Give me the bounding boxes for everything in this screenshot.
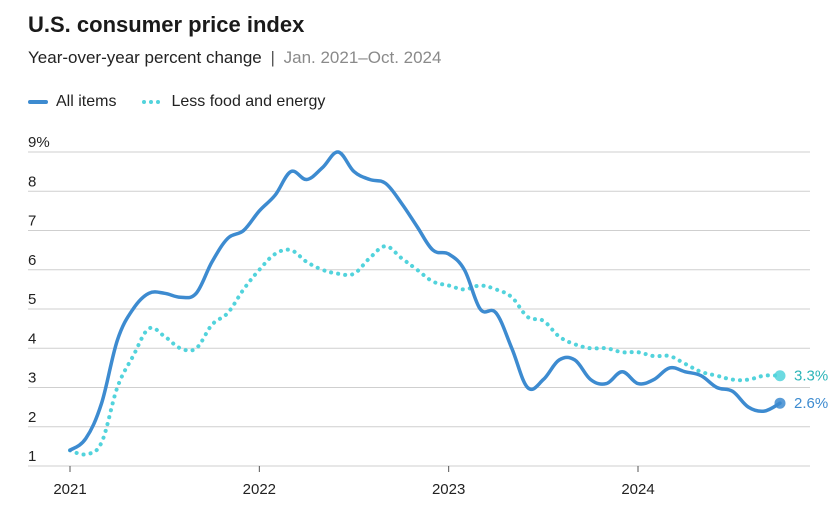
legend-label-less-food-and-energy: Less food and energy [171, 93, 326, 110]
end-label-less-food-and-energy: 3.3% [794, 368, 828, 385]
y-tick-label: 6 [28, 252, 36, 269]
x-tick-label: 2024 [621, 481, 654, 498]
x-tick-label: 2021 [53, 481, 86, 498]
chart-subtitle: Year-over-year percent change | Jan. 202… [28, 48, 441, 68]
legend-item-all-items: All items [28, 93, 116, 111]
y-tick-label: 4 [28, 330, 36, 347]
legend-label-all-items: All items [56, 93, 117, 110]
series-line-all-items [68, 150, 782, 453]
x-tick-label: 2022 [243, 481, 276, 498]
y-tick-label: 5 [28, 291, 36, 308]
y-tick-label: 1 [28, 448, 36, 465]
end-marker-less-food-and-energy [774, 370, 786, 382]
subtitle-separator: | [270, 48, 275, 67]
chart-legend: All items Less food and energy [28, 93, 351, 111]
subtitle-text: Year-over-year percent change [28, 48, 262, 67]
y-tick-label: 2 [28, 409, 36, 426]
chart-title: U.S. consumer price index [28, 12, 305, 37]
end-marker-all-items [774, 397, 786, 409]
legend-item-less-food-and-energy: Less food and energy [142, 93, 325, 111]
subtitle-date-range: Jan. 2021–Oct. 2024 [283, 48, 442, 67]
legend-swatch-all-items [28, 100, 48, 104]
series-line-less-food-and-energy [68, 244, 782, 457]
y-tick-label: 3 [28, 370, 36, 387]
y-tick-label: 9% [28, 134, 50, 151]
y-tick-label: 7 [28, 213, 36, 230]
legend-swatch-less-food-and-energy [142, 100, 163, 104]
end-label-all-items: 2.6% [794, 395, 828, 412]
x-tick-label: 2023 [432, 481, 465, 498]
y-tick-label: 8 [28, 173, 36, 190]
